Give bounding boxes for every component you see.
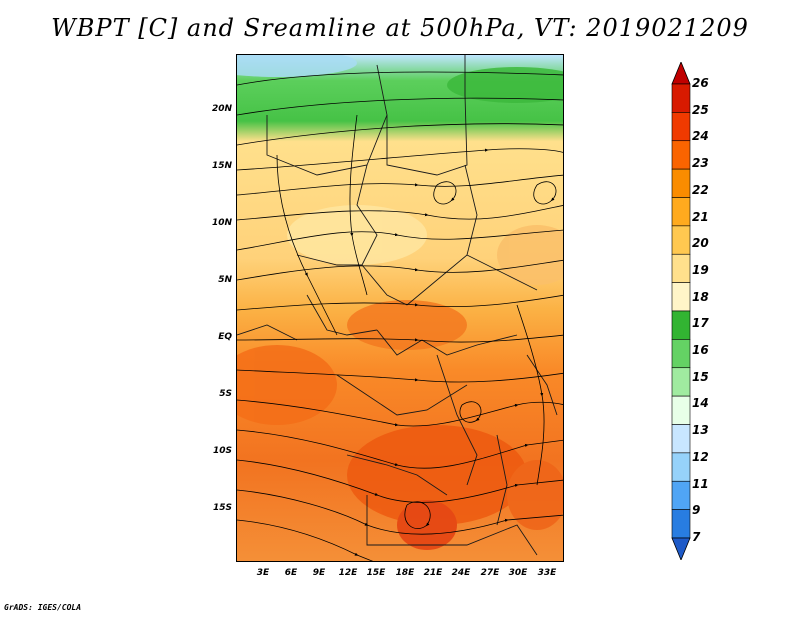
colorbar-label: 23 — [692, 156, 709, 171]
lon-label-24e: 24E — [451, 568, 471, 578]
credit-text: GrADS: IGES/COLA — [4, 603, 82, 612]
colorbar-label: 16 — [692, 343, 709, 358]
colorbar-label: 21 — [692, 209, 709, 224]
lat-label-20n: 20N — [211, 104, 232, 114]
lat-label-5s: 5S — [219, 389, 232, 399]
colorbar-label: 22 — [692, 182, 709, 197]
colorbar-segment — [671, 395, 691, 425]
colorbar-label: 19 — [692, 262, 709, 277]
colorbar — [671, 62, 691, 560]
lat-label-eq: EQ — [218, 332, 232, 342]
colorbar-label: 12 — [692, 449, 709, 464]
lat-label-5n: 5N — [218, 275, 232, 285]
colorbar-segment — [671, 140, 691, 170]
colorbar-label: 13 — [692, 423, 709, 438]
lon-label-3e: 3E — [256, 568, 270, 578]
chart-title: WBPT [C] and Sreamline at 500hPa, VT: 20… — [51, 14, 749, 42]
lat-label-15s: 15S — [212, 503, 232, 513]
lon-label-18e: 18E — [395, 568, 415, 578]
lon-label-21e: 21E — [423, 568, 443, 578]
colorbar-label: 20 — [692, 236, 709, 251]
colorbar-segment — [671, 509, 691, 539]
colorbar-segment — [671, 424, 691, 454]
colorbar-top-arrow — [671, 62, 691, 85]
colorbar-segment — [671, 367, 691, 397]
colorbar-segment — [671, 452, 691, 482]
colorbar-segment — [671, 282, 691, 312]
colorbar-segment — [671, 253, 691, 283]
lat-label-15n: 15N — [211, 161, 232, 171]
colorbar-label: 17 — [692, 316, 709, 331]
colorbar-segment — [671, 83, 691, 113]
lat-label-10n: 10N — [211, 218, 232, 228]
colorbar-label: 18 — [692, 289, 709, 304]
colorbar-segment — [671, 310, 691, 340]
colorbar-label: 11 — [692, 476, 709, 491]
colorbar-label: 24 — [692, 129, 709, 144]
map-field-svg — [237, 55, 563, 561]
lon-label-30e: 30E — [508, 568, 528, 578]
streamlines — [237, 71, 563, 561]
colorbar-segment — [671, 480, 691, 510]
colorbar-bottom-arrow — [671, 537, 691, 560]
lat-label-10s: 10S — [212, 446, 232, 456]
wbpt-patches — [237, 55, 563, 550]
colorbar-label: 9 — [692, 503, 701, 518]
lon-label-9e: 9E — [312, 568, 326, 578]
colorbar-label: 14 — [692, 396, 709, 411]
lon-label-27e: 27E — [480, 568, 500, 578]
colorbar-label: 25 — [692, 102, 709, 117]
lon-label-15e: 15E — [366, 568, 386, 578]
lon-label-33e: 33E — [537, 568, 557, 578]
colorbar-segment — [671, 197, 691, 227]
lon-label-6e: 6E — [284, 568, 298, 578]
colorbar-label: 15 — [692, 369, 709, 384]
colorbar-segment — [671, 112, 691, 142]
lon-label-12e: 12E — [338, 568, 358, 578]
colorbar-segment — [671, 339, 691, 369]
colorbar-label: 26 — [692, 76, 709, 90]
colorbar-label: 7 — [692, 530, 701, 544]
colorbar-segment — [671, 168, 691, 198]
map-panel — [236, 54, 564, 562]
colorbar-segment — [671, 225, 691, 255]
